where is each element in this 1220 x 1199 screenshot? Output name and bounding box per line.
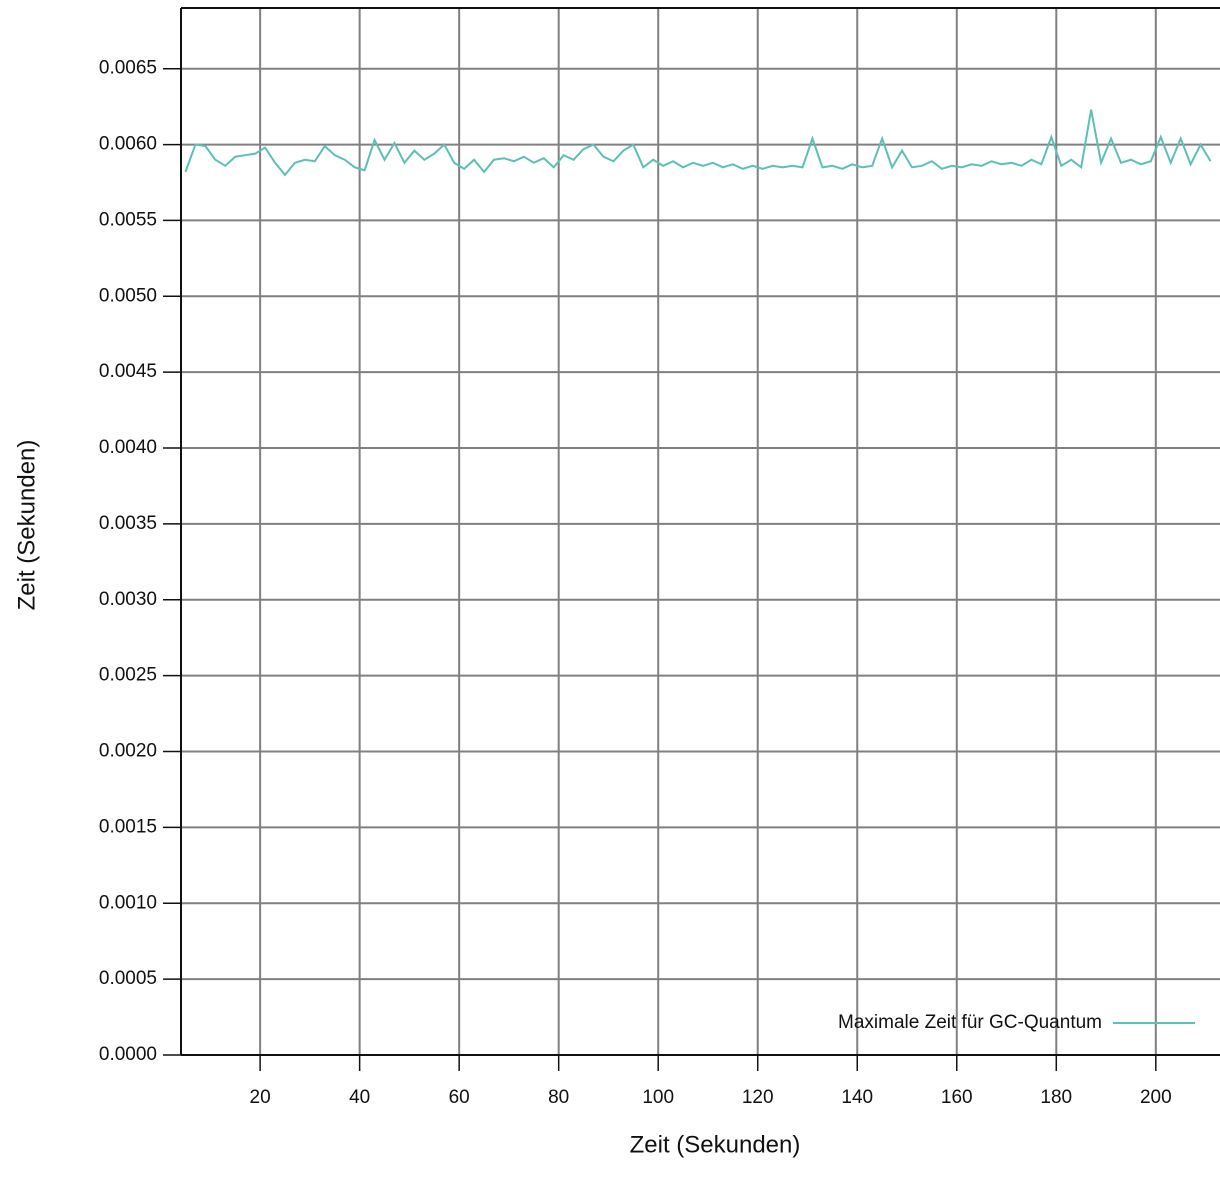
y-tick-label: 0.0060 [99, 134, 157, 155]
y-tick-label: 0.0010 [99, 892, 157, 913]
y-tick-label: 0.0025 [99, 665, 157, 686]
x-tick-label: 180 [1040, 1087, 1072, 1108]
x-tick-label: 200 [1140, 1087, 1172, 1108]
x-tick-label: 40 [349, 1087, 370, 1108]
y-tick-label: 0.0045 [99, 361, 157, 382]
y-tick-label: 0.0030 [99, 589, 157, 610]
x-tick-label: 160 [941, 1087, 973, 1108]
x-tick-label: 20 [250, 1087, 271, 1108]
y-axis-label: Zeit (Sekunden) [13, 440, 40, 611]
y-tick-label: 0.0040 [99, 437, 157, 458]
y-tick-label: 0.0055 [99, 209, 157, 230]
x-tick-label: 100 [642, 1087, 674, 1108]
y-tick-label: 0.0035 [99, 513, 157, 534]
line [184, 109, 1212, 177]
x-axis-label: Zeit (Sekunden) [630, 1131, 801, 1158]
x-tick-label: 60 [449, 1087, 470, 1108]
legend-label: Maximale Zeit für GC-Quantum [838, 1012, 1102, 1033]
x-tick-label: 140 [841, 1087, 873, 1108]
y-tick-label: 0.0000 [99, 1044, 157, 1065]
y-tick-label: 0.0005 [99, 968, 157, 989]
y-tick-label: 0.0015 [99, 816, 157, 837]
y-tick-label: 0.0065 [99, 58, 157, 79]
x-tick-label: 80 [548, 1087, 569, 1108]
y-tick-label: 0.0050 [99, 285, 157, 306]
y-tick-label: 0.0020 [99, 741, 157, 762]
x-tick-label: 120 [742, 1087, 774, 1108]
